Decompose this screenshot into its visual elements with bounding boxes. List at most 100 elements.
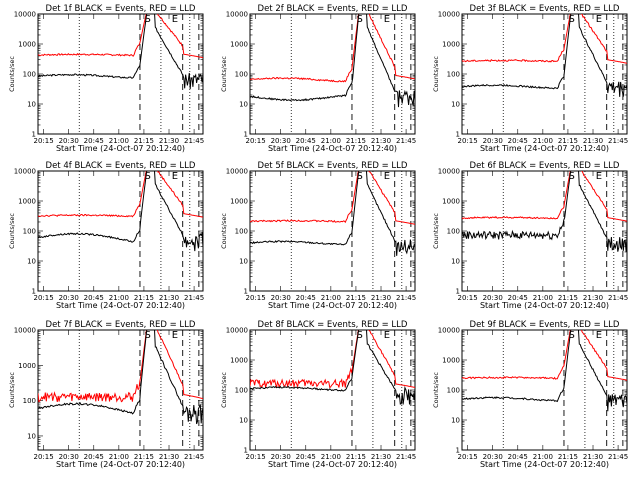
y-tick-label: 1 (456, 131, 460, 139)
x-tick-label: 21:00 (109, 137, 129, 145)
x-tick-label: 21:45 (184, 294, 204, 302)
series-lld-line (250, 14, 415, 83)
x-tick-label: 21:00 (533, 137, 553, 145)
x-tick-label: 20:15 (34, 294, 54, 302)
x-tick-label: 21:15 (346, 137, 366, 145)
end-marker: E (596, 171, 602, 182)
x-tick-label: 20:30 (271, 453, 291, 461)
y-tick-label: 1000 (442, 357, 460, 365)
series-events-line (250, 330, 415, 405)
series-events-line (250, 171, 415, 256)
x-axis-label: Start Time (24-Oct-07 20:12:40) (268, 144, 397, 153)
x-tick-label: 21:00 (321, 294, 341, 302)
x-tick-label: 21:45 (396, 294, 416, 302)
y-tick-label: 10000 (226, 11, 248, 19)
plot-frame (461, 329, 628, 451)
x-tick-label: 21:45 (608, 294, 628, 302)
series-events-line (462, 14, 627, 97)
x-tick-label: 20:15 (246, 294, 266, 302)
y-axis-label: Counts/sec (220, 213, 228, 249)
x-tick-label: 20:45 (84, 137, 104, 145)
series-lld-line (250, 330, 415, 389)
x-tick-label: 20:30 (483, 137, 503, 145)
end-marker: E (384, 14, 390, 25)
panel-det-6: Det 6f BLACK = Events, RED = LLD 1 10 100 10… (432, 161, 628, 310)
panel-det-8: Det 8f BLACK = Events, RED = LLD 1 10 100 10… (220, 320, 416, 469)
y-tick-label: 1000 (18, 41, 36, 49)
x-tick-label: 21:30 (371, 137, 391, 145)
x-tick-label: 21:30 (583, 294, 603, 302)
x-tick-label: 20:30 (59, 137, 79, 145)
y-tick-label: 10 (27, 258, 36, 266)
y-tick-label: 10 (239, 101, 248, 109)
plot-frame (37, 170, 204, 292)
y-tick-label: 100 (447, 387, 460, 395)
x-tick-label: 21:15 (134, 137, 154, 145)
y-tick-label: 1000 (230, 198, 248, 206)
x-tick-label: 20:30 (59, 453, 79, 461)
y-tick-label: 1 (32, 288, 36, 296)
start-marker: S (569, 171, 575, 182)
x-axis-label: Start Time (24-Oct-07 20:12:40) (268, 460, 397, 469)
y-tick-label: 1000 (442, 198, 460, 206)
y-tick-label: 1 (244, 288, 248, 296)
x-tick-label: 21:00 (533, 294, 553, 302)
y-axis-label: Counts/sec (432, 213, 440, 249)
y-tick-label: 1 (244, 447, 248, 455)
x-tick-label: 21:00 (109, 294, 129, 302)
y-tick-label: 100 (235, 71, 248, 79)
x-tick-label: 20:45 (296, 453, 316, 461)
x-axis-label: Start Time (24-Oct-07 20:12:40) (56, 301, 185, 310)
x-tick-label: 20:30 (483, 453, 503, 461)
y-tick-label: 10000 (438, 327, 460, 335)
x-tick-label: 21:15 (558, 294, 578, 302)
y-tick-label: 10 (451, 101, 460, 109)
end-marker: E (596, 14, 602, 25)
y-axis-label: Counts/sec (220, 372, 228, 408)
end-marker: E (384, 171, 390, 182)
start-marker: S (569, 14, 575, 25)
panel-det-7: Det 7f BLACK = Events, RED = LLD 10 100 100… (8, 320, 204, 469)
x-tick-label: 21:30 (159, 453, 179, 461)
x-tick-label: 20:45 (508, 294, 528, 302)
series-lld-line (250, 171, 415, 225)
panel-det-9: Det 9f BLACK = Events, RED = LLD 1 10 100 10… (432, 320, 628, 469)
panel-det-3: Det 3f BLACK = Events, RED = LLD 1 10 100 10… (432, 4, 628, 153)
x-tick-label: 20:45 (296, 294, 316, 302)
x-tick-label: 20:30 (59, 294, 79, 302)
x-tick-label: 21:30 (583, 137, 603, 145)
y-tick-label: 10 (239, 258, 248, 266)
end-marker: E (596, 330, 602, 341)
series-events-line (38, 330, 203, 425)
y-tick-label: 10 (451, 258, 460, 266)
x-axis-label: Start Time (24-Oct-07 20:12:40) (480, 144, 609, 153)
y-tick-label: 100 (23, 71, 36, 79)
panel-title: Det 1f BLACK = Events, RED = LLD (46, 4, 196, 14)
x-axis-label: Start Time (24-Oct-07 20:12:40) (268, 301, 397, 310)
x-axis-label: Start Time (24-Oct-07 20:12:40) (56, 144, 185, 153)
x-tick-label: 21:45 (184, 137, 204, 145)
x-axis-label: Start Time (24-Oct-07 20:12:40) (56, 460, 185, 469)
y-axis-label: Counts/sec (8, 56, 16, 92)
x-tick-label: 20:45 (508, 453, 528, 461)
x-tick-label: 21:30 (159, 294, 179, 302)
start-marker: S (569, 330, 575, 341)
y-tick-label: 10000 (438, 168, 460, 176)
panel-title: Det 6f BLACK = Events, RED = LLD (470, 161, 620, 171)
x-tick-label: 20:45 (84, 294, 104, 302)
end-marker: E (172, 14, 178, 25)
series-events-line (462, 171, 627, 252)
x-tick-label: 20:15 (458, 294, 478, 302)
y-tick-label: 10000 (14, 168, 36, 176)
y-tick-label: 100 (447, 71, 460, 79)
y-tick-label: 100 (23, 397, 36, 405)
y-tick-label: 10 (451, 417, 460, 425)
plot-frame (461, 170, 628, 292)
x-tick-label: 21:15 (558, 137, 578, 145)
y-axis-label: Counts/sec (220, 56, 228, 92)
panel-title: Det 5f BLACK = Events, RED = LLD (258, 161, 408, 171)
y-axis-label: Counts/sec (8, 213, 16, 249)
x-tick-label: 21:30 (583, 453, 603, 461)
panel-title: Det 8f BLACK = Events, RED = LLD (258, 320, 408, 330)
